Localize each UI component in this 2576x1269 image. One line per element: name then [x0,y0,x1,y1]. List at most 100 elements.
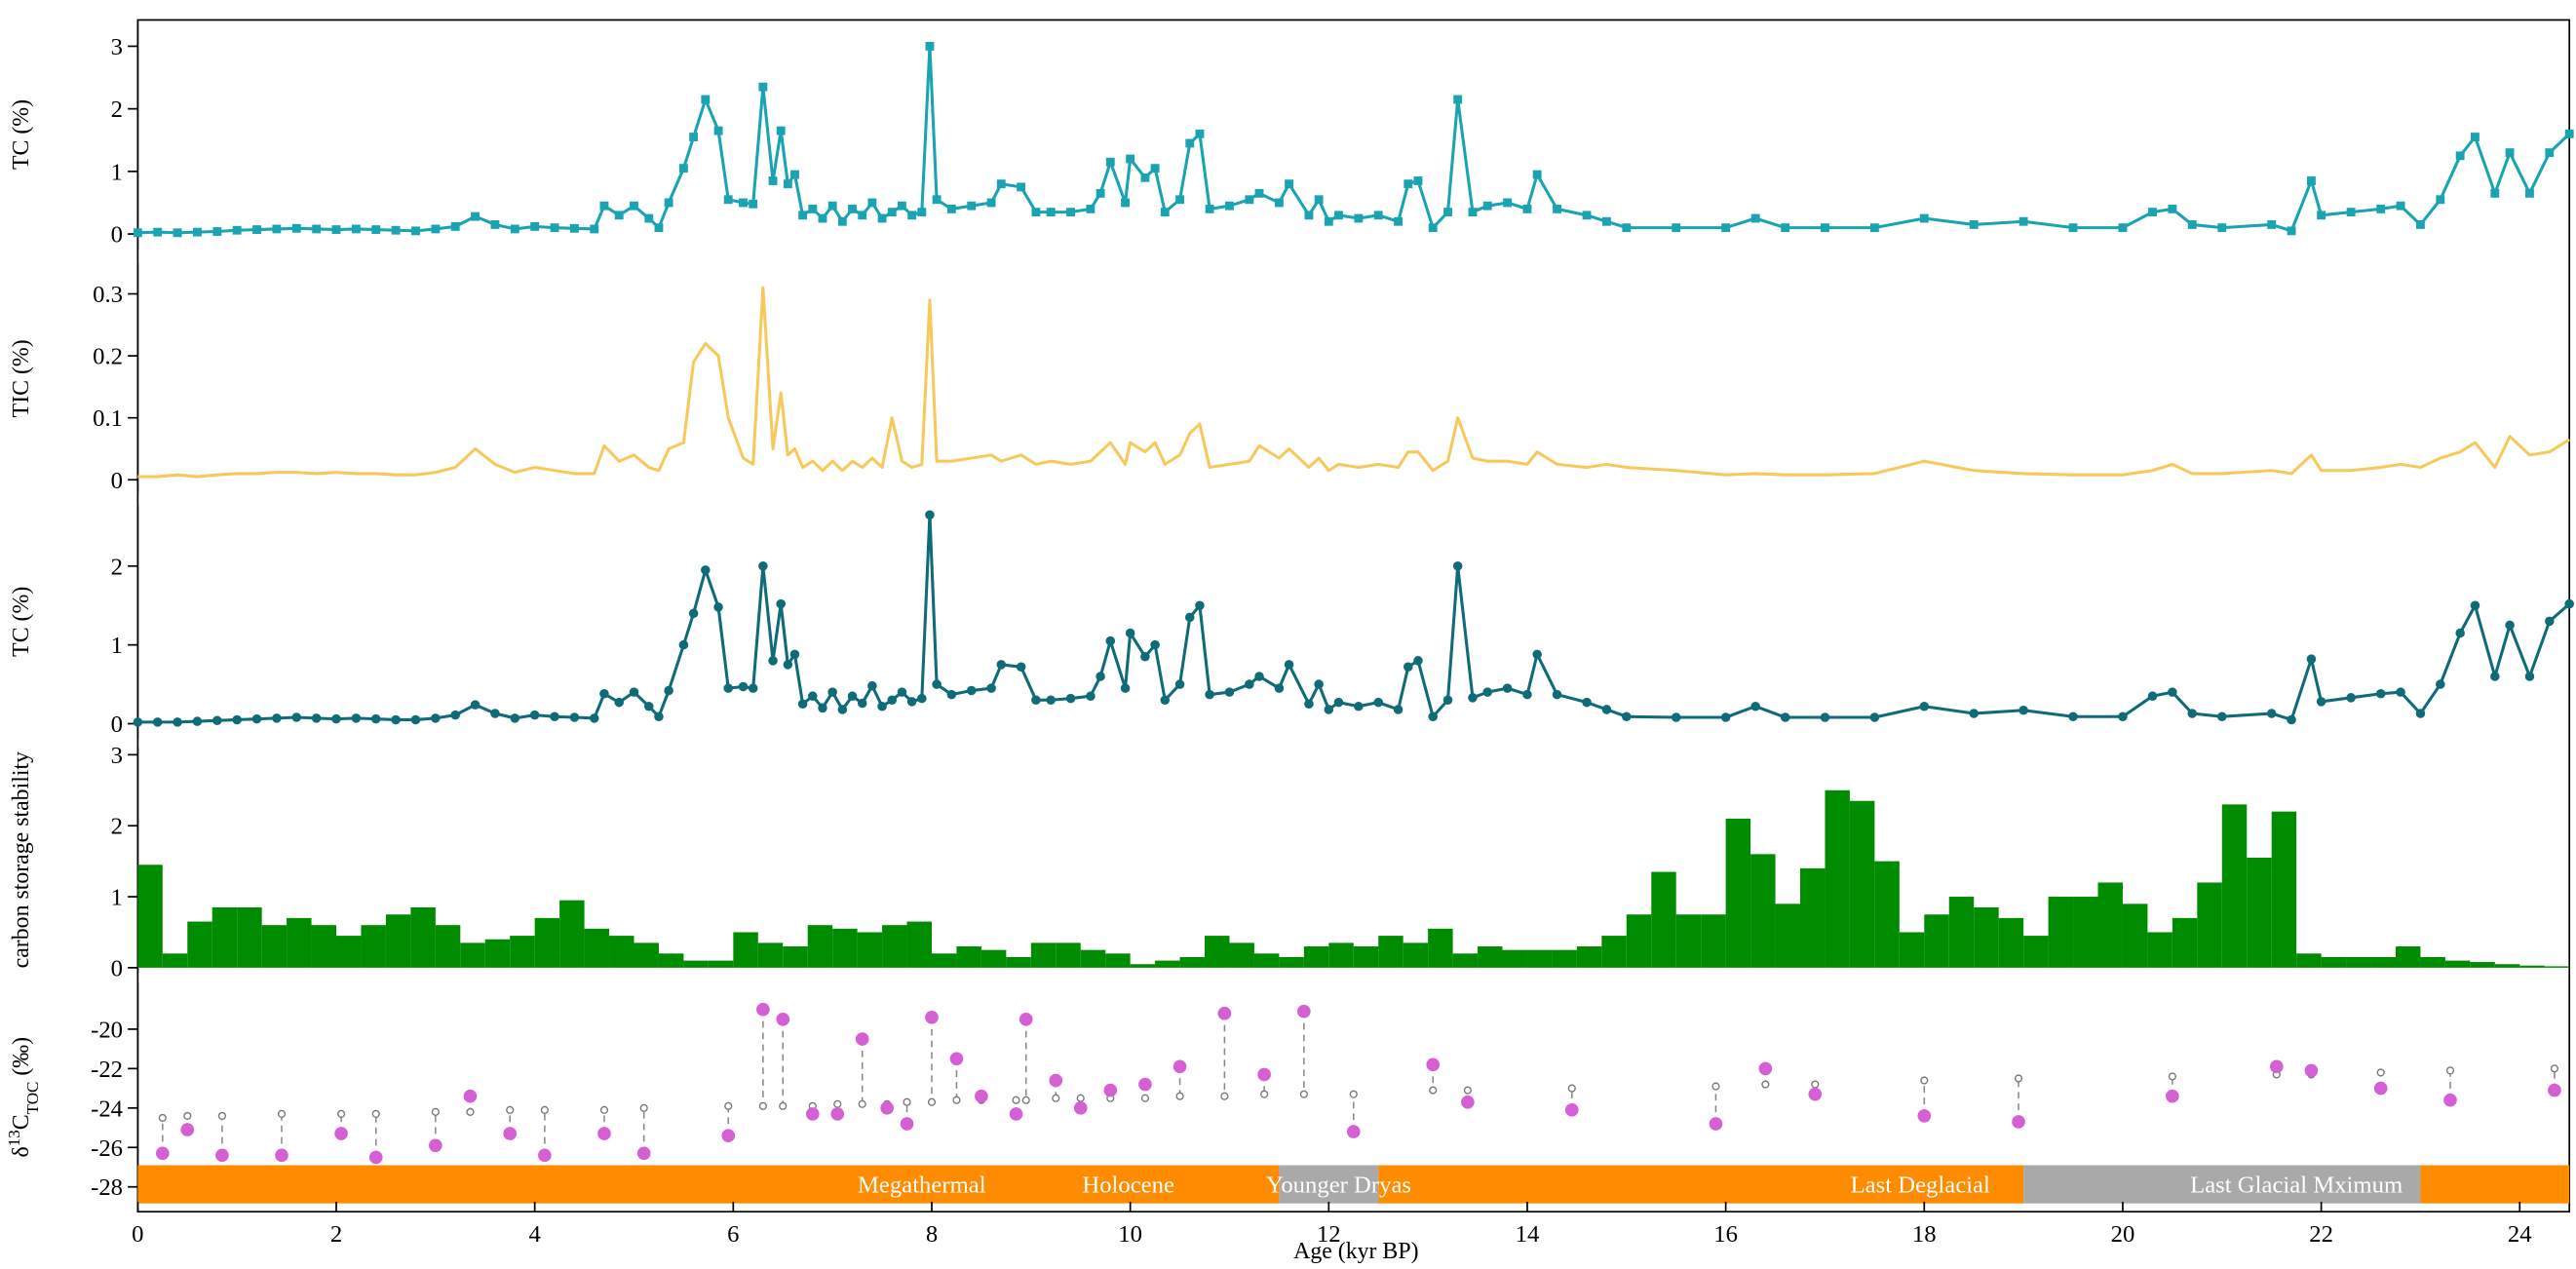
bar [1353,946,1379,968]
data-point [232,225,242,235]
data-line [137,44,2571,235]
data-point [232,714,242,725]
open-point [371,1109,380,1118]
data-point [529,710,540,720]
bar [261,925,288,968]
bar [1328,942,1354,968]
bar [956,946,981,968]
filled-point [1257,1067,1271,1082]
data-point [2564,598,2574,609]
data-point [589,713,599,723]
data-point [654,223,664,233]
data-point [1285,179,1294,189]
data-point [996,179,1006,189]
filled-point [215,1148,229,1163]
bar [2519,965,2545,968]
x-tick-label: 0 [132,1221,143,1248]
data-point [590,224,599,234]
period-band [1279,1165,1379,1204]
data-point [2415,709,2426,718]
data-point [877,701,887,711]
data-point [2376,204,2386,213]
data-point [2524,672,2535,681]
open-point [1711,1082,1720,1091]
y-tick-label: -22 [91,1057,123,1083]
data-point [2266,709,2277,718]
bar [1452,953,1479,968]
data-point [713,602,723,612]
data-point [1969,220,1979,229]
open-point [277,1109,287,1118]
data-point [599,689,609,699]
bar [708,960,734,968]
data-point [723,195,733,205]
data-point [1869,223,1879,233]
data-point [2455,628,2465,638]
data-point [701,565,711,575]
data-point [1452,561,1463,571]
data-point [818,703,827,713]
period-band [1378,1165,2024,1204]
open-point [2550,1064,2559,1073]
data-point [1582,697,1592,708]
filled-point [429,1138,442,1153]
data-point [925,42,935,51]
data-point [2545,148,2555,158]
data-point [1324,216,1333,226]
data-point [291,223,301,233]
x-tick-label: 10 [1118,1221,1142,1248]
bar [2221,804,2248,968]
filled-point [2443,1093,2457,1107]
bar [609,936,634,968]
x-tick-label: 22 [2309,1221,2333,1248]
data-point [471,212,480,221]
data-point [291,712,302,722]
open-point [1920,1076,1929,1085]
data-point [1622,223,1632,233]
data-point [906,697,917,707]
data-point [173,717,182,727]
data-point [1245,679,1254,689]
data-point [2019,705,2028,715]
data-point [858,211,867,220]
data-point [550,223,559,233]
data-point [2396,687,2405,697]
data-point [599,201,609,211]
data-point [848,204,857,213]
data-point [2416,220,2425,229]
data-point [2564,129,2574,138]
data-point [2490,188,2500,198]
y-tick-label: 0.3 [93,282,123,308]
period-label: Megathermal [858,1173,986,1199]
bar [2296,953,2322,968]
data-point [272,713,282,723]
data-point [431,224,441,234]
data-line [137,286,2571,479]
filled-point [805,1107,820,1121]
y-tick-label: 1 [111,885,123,911]
data-point [550,711,559,721]
filled-point [756,1002,770,1017]
filled-point [1009,1107,1023,1121]
bar [1502,949,1527,968]
open-point [1299,1090,1308,1098]
bar [683,960,709,968]
data-point [1552,689,1562,700]
data-point [1304,211,1314,220]
data-point [2396,201,2405,211]
data-point [1582,211,1592,220]
bar [634,942,659,968]
data-point [1333,697,1344,708]
data-point [654,711,664,721]
period-band [2420,1165,2570,1204]
y-tick-label: 0.2 [93,344,123,370]
data-point [1820,712,1830,722]
data-point [1254,672,1264,681]
data-point [569,712,580,722]
data-point [2148,208,2157,217]
data-point [1105,157,1115,167]
data-point [1224,687,1235,697]
data-point [857,698,867,709]
bar [1006,956,1031,968]
filled-point [1564,1103,1579,1117]
